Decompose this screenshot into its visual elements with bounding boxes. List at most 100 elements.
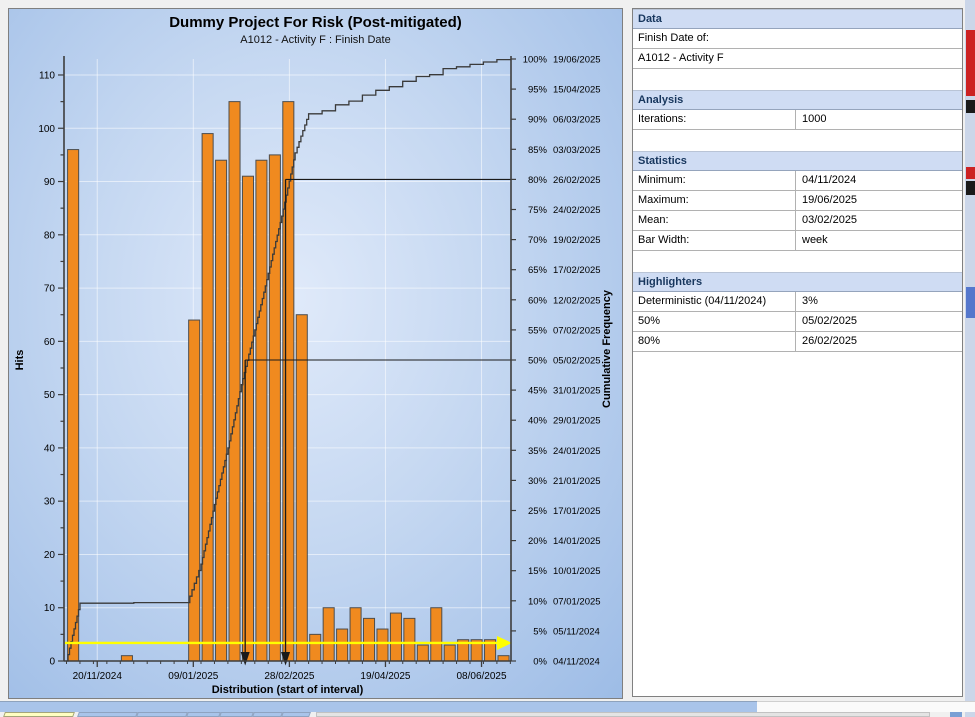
histogram-bar [202,134,213,661]
panel-section-header: Data [633,9,962,29]
y-left-tick-label: 80 [44,230,56,241]
y-right-tick-label: 95%15/04/2025 [528,85,601,96]
y-left-tick-label: 10 [44,603,56,614]
distribution-chart: 010203040506070809010011020/11/202409/01… [9,9,622,698]
panel-row: Maximum:19/06/2025 [633,191,962,211]
panel-row-value: 19/06/2025 [795,191,962,210]
y-right-tick-label: 40%29/01/2025 [528,416,601,427]
sliver-fragment [966,181,975,195]
panel-row: 50%05/02/2025 [633,312,962,332]
y-right-tick-label: 60%12/02/2025 [528,295,601,306]
y-right-tick-label: 80%26/02/2025 [528,175,601,186]
y-left-tick-label: 50 [44,390,56,401]
sheet-tab[interactable] [281,712,311,717]
histogram-bar [417,645,428,661]
y-right-tick-label: 20%14/01/2025 [528,536,601,547]
histogram-bar [431,608,442,661]
y-right-tick-label: 100%19/06/2025 [523,55,601,66]
highlighter-80[interactable] [281,179,511,665]
histogram-bar [256,160,267,661]
panel-row-label: Iterations: [633,110,795,129]
panel-row-value: 3% [795,292,962,311]
histogram-bars [68,102,509,661]
panel-section-header: Statistics [633,151,962,171]
y-right-tick-label: 35%24/01/2025 [528,446,601,457]
histogram-bar [229,102,240,661]
panel-row-value: week [795,231,962,250]
histogram-bar [404,618,415,661]
sheet-tab[interactable] [252,712,283,717]
histogram-bar [377,629,388,661]
y-left-tick-label: 20 [44,550,56,561]
y-right-axis-title: Cumulative Frequency [601,289,613,408]
panel-row-label: Mean: [633,211,795,230]
histogram-bar [337,629,348,661]
y-left-ticks: 0102030405060708090100110 [38,70,64,667]
y-left-tick-label: 100 [38,124,55,135]
y-right-tick-label: 25%17/01/2025 [528,506,601,517]
panel-row: Deterministic (04/11/2024)3% [633,292,962,312]
histogram-bar [390,613,401,661]
sheet-tab-row [0,712,975,717]
panel-row-value: 1000 [795,110,962,129]
panel-row-label: Bar Width: [633,231,795,250]
panel-row-value: 05/02/2025 [795,312,962,331]
histogram-bar [189,320,200,661]
sheet-tab[interactable] [186,712,221,717]
sheet-tab[interactable] [136,712,188,717]
sheet-tab-active[interactable] [3,712,75,717]
histogram-bar [242,176,253,661]
sheet-tab[interactable] [219,712,254,717]
sliver-fragment [966,167,975,179]
panel-row-label: A1012 - Activity F [633,49,962,68]
y-right-tick-label: 5%05/11/2024 [533,626,600,637]
x-tick-label: 09/01/2025 [168,671,218,682]
background-window-sliver [965,0,975,717]
y-left-tick-label: 110 [39,70,55,81]
panel-row-label: Deterministic (04/11/2024) [633,292,795,311]
x-tick-label: 19/04/2025 [360,671,410,682]
highlighter-50[interactable] [241,360,511,666]
x-tick-label: 08/06/2025 [456,671,506,682]
y-left-axis-title: Hits [14,350,26,371]
panel-section-gap [633,130,962,151]
histogram-bar [323,608,334,661]
panel-row: Bar Width:week [633,231,962,251]
histogram-bar [350,608,361,661]
panel-row-value: 26/02/2025 [795,332,962,351]
y-left-tick-label: 30 [44,497,56,508]
y-right-tick-label: 65%17/02/2025 [528,265,601,276]
tab-row-track[interactable] [316,712,930,717]
panel-section-gap [633,251,962,272]
panel-section-header: Analysis [633,90,962,110]
histogram-bar [444,645,455,661]
panel-row-value: 04/11/2024 [795,171,962,190]
histogram-bar [68,150,79,661]
y-left-tick-label: 90 [44,177,56,188]
histogram-bar [283,102,294,661]
x-tick-label: 20/11/2024 [73,671,123,682]
y-right-tick-label: 70%19/02/2025 [528,235,601,246]
panel-row: Finish Date of: [633,29,962,49]
panel-row-label: Minimum: [633,171,795,190]
panel-section-gap [633,352,962,373]
histogram-bar [310,634,321,661]
y-right-tick-label: 75%24/02/2025 [528,205,601,216]
y-left-tick-label: 70 [44,284,56,295]
panel-row: 80%26/02/2025 [633,332,962,352]
x-tick-label: 28/02/2025 [264,671,314,682]
x-ticks: 20/11/2024 09/01/2025 28/02/2025 19/04/2025… [67,661,511,682]
histogram-bar [216,160,227,661]
statistics-side-panel: DataFinish Date of:A1012 - Activity F Ana… [632,8,963,697]
y-left-tick-label: 0 [49,657,55,668]
panel-row: Minimum:04/11/2024 [633,171,962,191]
sliver-fragment [966,30,975,96]
sheet-tab[interactable] [77,712,138,717]
histogram-bar [364,618,375,661]
y-right-tick-label: 50%05/02/2025 [528,356,601,367]
panel-row-label: 80% [633,332,795,351]
y-right-tick-label: 0%04/11/2024 [533,657,600,668]
histogram-bar [296,315,307,661]
bottom-strip [0,701,757,712]
y-right-tick-label: 10%07/01/2025 [528,596,601,607]
